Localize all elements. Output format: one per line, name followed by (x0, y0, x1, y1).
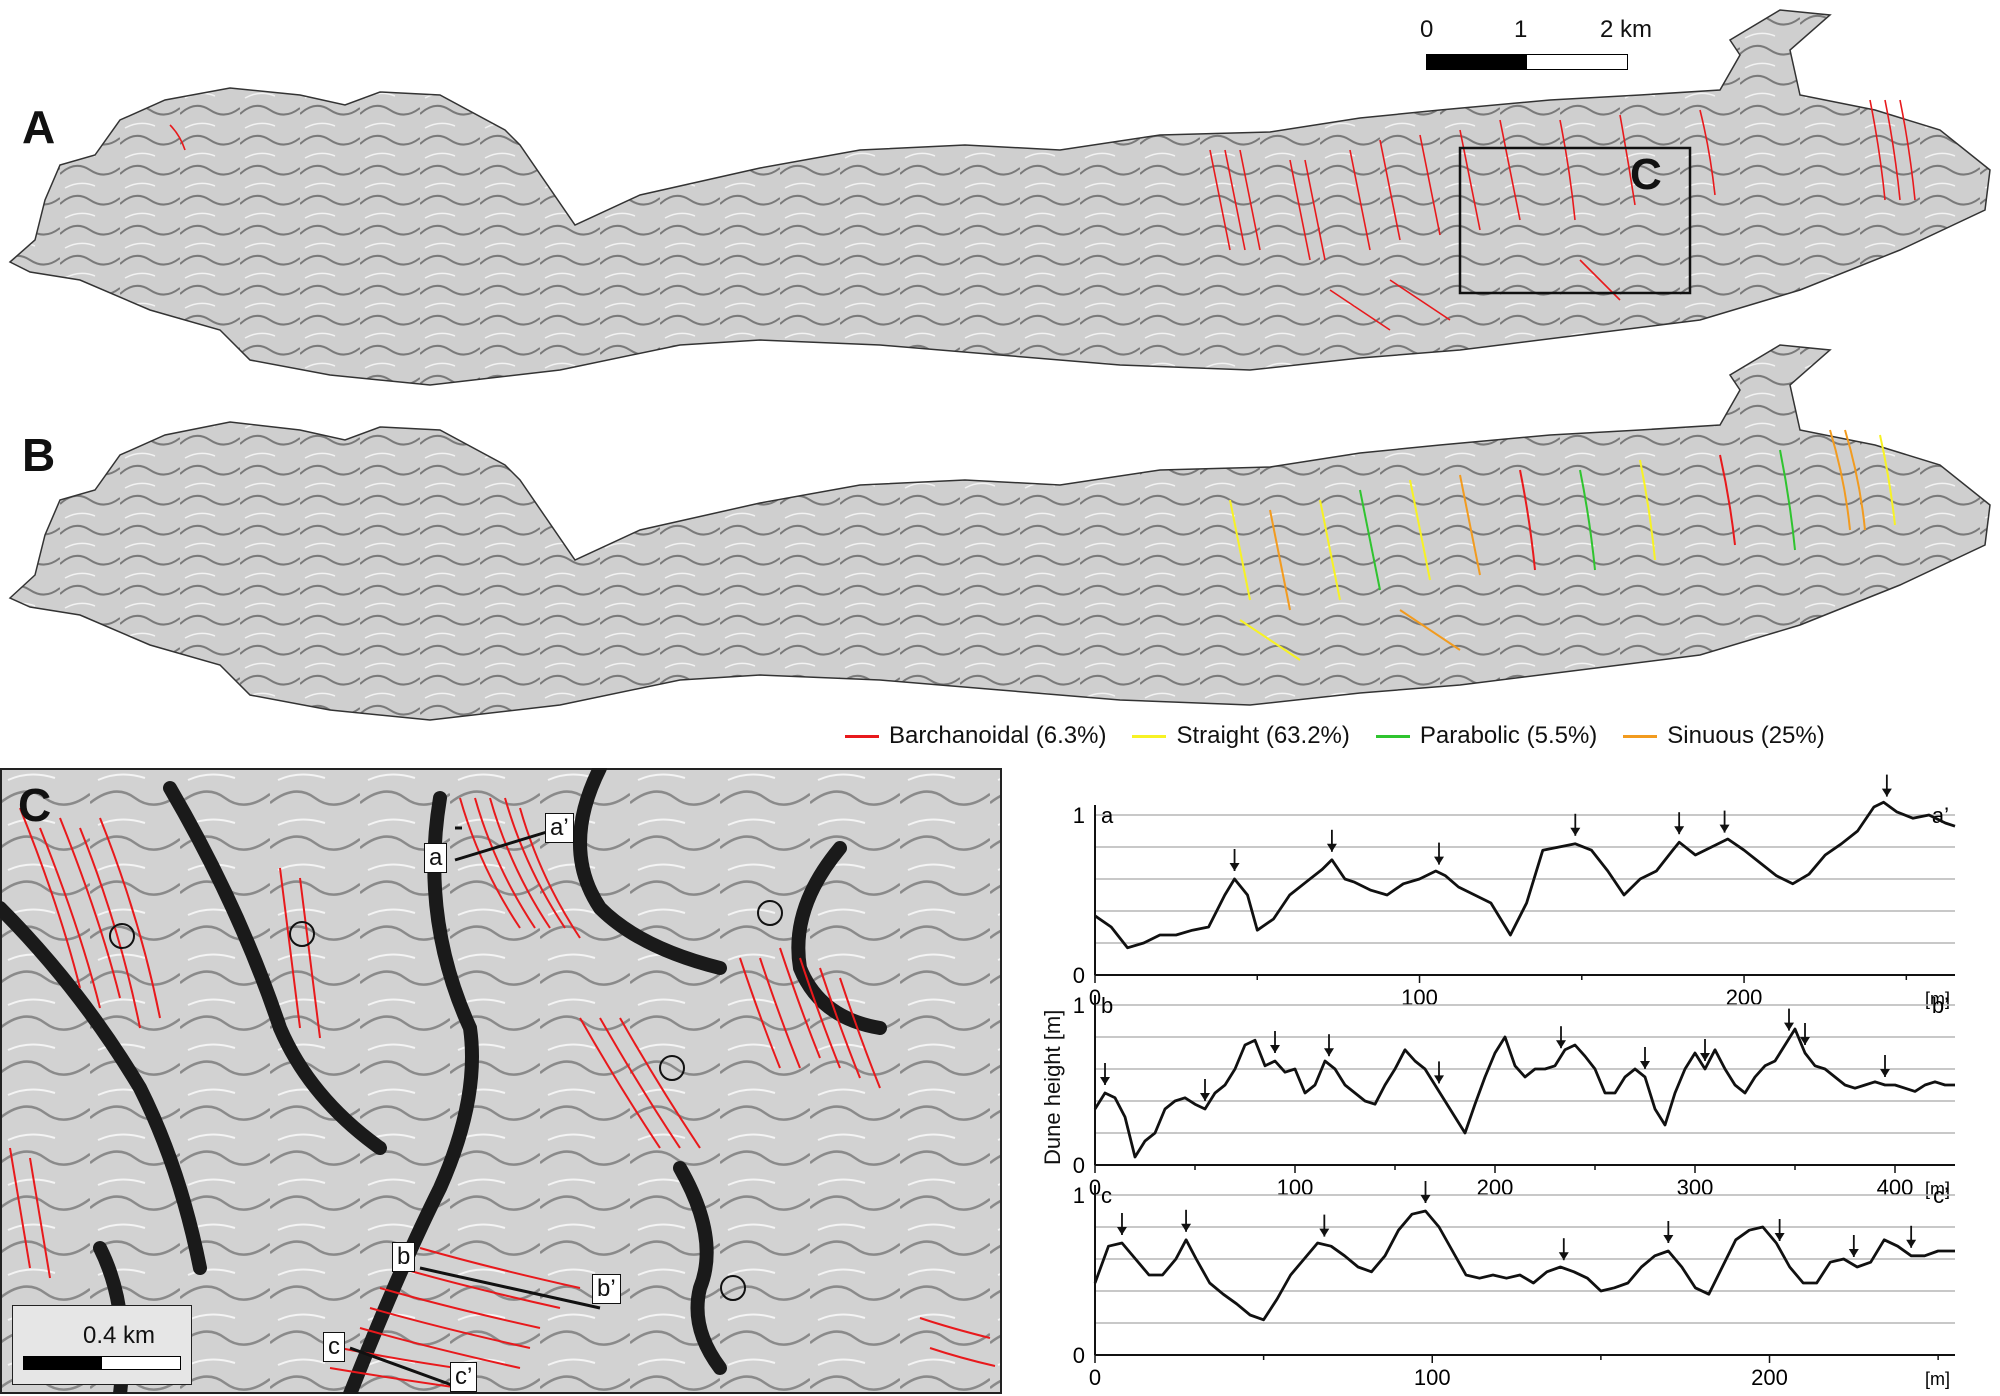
x-tick-label: 200 (1726, 985, 1763, 1010)
crest-arrow-head (1800, 1037, 1810, 1045)
crest-arrow-head (1319, 1228, 1330, 1237)
profile-start-label: a (1101, 803, 1114, 828)
map-a-crest-lines (169, 99, 1916, 331)
legend-item-straight: Straight (63.2%) (1132, 722, 1350, 750)
legend-label: Parabolic (5.5%) (1419, 722, 1598, 749)
profile-lines (349, 826, 601, 1390)
legend-label: Sinuous (25%) (1667, 722, 1825, 749)
y-tick-label: 1 (1073, 803, 1085, 828)
crest-arrow-head (1848, 1249, 1859, 1257)
crest-arrow-head (1881, 788, 1892, 797)
profile-line (1094, 800, 1956, 950)
y-tick-label: 0 (1073, 1343, 1085, 1368)
x-unit-label: [m] (1925, 1369, 1950, 1389)
y-axis-title: Dune height [m] (1040, 1009, 1065, 1165)
crest-arrow-head (1116, 1227, 1127, 1235)
map-a-outline (8, 9, 1991, 386)
crest-arrow-head (1558, 1252, 1569, 1261)
crest-arrow-head (1181, 1223, 1192, 1232)
panel-c-scale-bar: 0.4 km (12, 1305, 192, 1385)
panel-c-scale-label: 0.4 km (83, 1322, 156, 1349)
x-tick-label: 400 (1877, 1175, 1914, 1200)
scale-tick-0: 0 (1420, 16, 1434, 43)
crest-arrow-head (1556, 1040, 1566, 1049)
profile-line (1093, 1209, 1955, 1322)
x-tick-label: 0 (1089, 1365, 1101, 1390)
profile-a-end-tag: a’ (545, 813, 574, 843)
profile-end-label: b’ (1932, 993, 1949, 1018)
x-tick-label: 200 (1477, 1175, 1514, 1200)
legend-swatch-yellow (1132, 734, 1167, 738)
crest-arrow-head (1326, 843, 1337, 852)
profile-start-label: b (1101, 993, 1113, 1018)
profile-c-start-tag: c (323, 1332, 345, 1362)
x-unit-label: [m] (1925, 1179, 1950, 1199)
profile-b-end-tag: b’ (592, 1274, 621, 1304)
crest-arrow-head (1880, 1069, 1890, 1077)
profile-c-end-tag: c’ (450, 1362, 478, 1392)
map-a-shaded-relief (8, 9, 1991, 721)
panel-b-label: B (22, 429, 56, 481)
crest-arrow-head (1719, 824, 1730, 833)
panel-a-label: A (22, 101, 56, 153)
inset-c-box (1458, 146, 1692, 295)
scale-tick-1: 1 (1514, 16, 1528, 43)
crest-arrow-head (1700, 1053, 1710, 1061)
crest-arrow-head (1420, 1195, 1431, 1203)
dune-height-profiles: 010020001[m]aa’010020030040001[m]bb’0100… (1073, 774, 1956, 1390)
x-tick-label: 100 (1277, 1175, 1314, 1200)
scale-tick-2: 2 km (1600, 16, 1653, 43)
crest-arrow-head (1200, 1093, 1210, 1101)
profile-line (1093, 1027, 1955, 1159)
legend-item-sinuous: Sinuous (25%) (1623, 722, 1825, 750)
y-tick-label: 0 (1073, 1153, 1085, 1178)
crest-arrow-head (1663, 1235, 1674, 1243)
legend-label: Barchanoidal (6.3%) (889, 722, 1107, 749)
legend-swatch-red (845, 734, 879, 738)
x-unit-label: [m] (1925, 989, 1950, 1009)
crest-arrow-head (1270, 1045, 1280, 1053)
crest-arrow-head (1229, 863, 1240, 871)
crest-arrow-head (1640, 1061, 1650, 1069)
x-tick-label: 300 (1677, 1175, 1714, 1200)
crest-arrow-head (1674, 826, 1685, 835)
crest-arrow-head (1570, 827, 1581, 836)
map-b-outline (8, 344, 1991, 721)
profile-chart-c: 0 100 200 0 1 [m] c c’ (1073, 1181, 1955, 1390)
legend-item-barchanoidal: Barchanoidal (6.3%) (845, 722, 1106, 750)
map-b-crest-lines (1229, 429, 1896, 661)
profile-b-start-tag: b (392, 1242, 416, 1272)
profile-chart-b: 010020030040001[m]bb’ (1073, 993, 1955, 1200)
panel-c-label: C (18, 779, 52, 831)
crest-arrow-head (1906, 1239, 1917, 1248)
profile-end-label: c’ (1933, 1183, 1949, 1208)
profile-start-label: c (1101, 1183, 1112, 1208)
legend-swatch-green (1375, 734, 1410, 738)
x-tick-label: 100 (1414, 1365, 1451, 1390)
legend-label: Straight (63.2%) (1176, 722, 1350, 749)
legend-swatch-orange (1623, 734, 1658, 738)
y-tick-label: 0 (1073, 963, 1085, 988)
crest-arrow-head (1774, 1233, 1785, 1241)
panel-c-map (0, 768, 1002, 1394)
profile-a-start-tag: a (424, 843, 448, 873)
crest-arrow-head (1324, 1048, 1334, 1057)
crest-arrow-head (1434, 1075, 1444, 1084)
crest-arrow-head (1100, 1077, 1110, 1085)
x-tick-label: 200 (1751, 1365, 1788, 1390)
crest-arrow-head (1784, 1022, 1794, 1031)
y-tick-label: 1 (1073, 993, 1085, 1018)
y-tick-label: 1 (1073, 1183, 1085, 1208)
x-tick-label: 100 (1401, 985, 1438, 1010)
panel-c-crest-lines (9, 797, 996, 1389)
crest-arrow-head (1434, 856, 1444, 865)
crest-type-legend: Barchanoidal (6.3%) Straight (63.2%) Par… (845, 718, 1995, 754)
marked-circles (109, 900, 783, 1301)
legend-item-parabolic: Parabolic (5.5%) (1375, 722, 1598, 750)
inset-c-label: C (1630, 150, 1662, 199)
